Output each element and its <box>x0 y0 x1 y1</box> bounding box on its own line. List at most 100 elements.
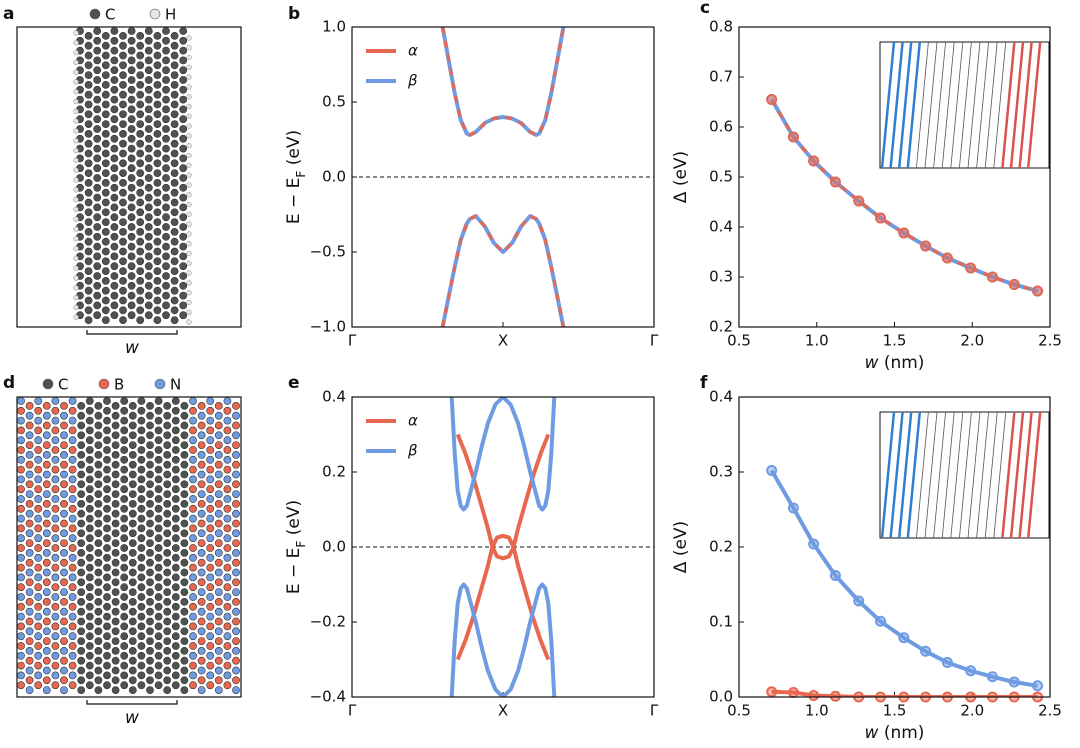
atom <box>171 397 180 405</box>
legend-label: B <box>114 376 124 394</box>
atom <box>232 460 240 469</box>
atom <box>153 120 162 128</box>
inset-strand <box>916 411 929 539</box>
atom <box>119 306 127 315</box>
atom <box>101 90 110 99</box>
atom <box>84 208 93 217</box>
atom <box>101 149 110 158</box>
atom <box>94 421 103 430</box>
atom <box>17 612 25 621</box>
atom <box>136 61 145 70</box>
atom <box>77 490 86 498</box>
atom <box>163 529 172 538</box>
legend-marker <box>154 378 166 390</box>
atom <box>171 642 180 650</box>
atom <box>77 647 86 655</box>
inset-strand <box>916 41 929 169</box>
atom <box>77 441 86 449</box>
atom <box>120 671 129 680</box>
atom <box>180 431 189 440</box>
atom <box>146 539 154 547</box>
atom <box>103 612 111 621</box>
atom <box>110 27 119 35</box>
atom <box>94 656 103 665</box>
atom <box>180 509 189 518</box>
atom <box>163 431 172 440</box>
atom <box>223 553 232 562</box>
atom <box>68 612 77 621</box>
atom <box>179 193 188 202</box>
atom <box>232 598 240 606</box>
atom <box>73 59 79 66</box>
atom <box>111 637 120 645</box>
atom <box>103 632 111 641</box>
x-axis-label: w (nm) <box>865 353 925 373</box>
atom <box>128 490 137 498</box>
atom <box>73 30 79 36</box>
atom <box>197 676 206 685</box>
atom <box>110 95 119 104</box>
atom <box>180 637 189 645</box>
atom <box>144 27 153 35</box>
atom <box>119 257 127 266</box>
panel-letter: b <box>288 4 300 24</box>
atom <box>206 651 215 660</box>
atom <box>85 504 94 513</box>
atom <box>127 27 136 35</box>
atom <box>34 593 43 601</box>
atom <box>119 267 127 275</box>
atom <box>153 139 162 148</box>
atom <box>101 159 110 168</box>
atom <box>60 411 68 420</box>
atom <box>162 144 170 153</box>
point <box>875 212 887 224</box>
atom <box>68 426 77 435</box>
atom <box>154 475 163 484</box>
atom <box>128 421 137 430</box>
atom <box>25 637 34 645</box>
atom <box>153 129 162 138</box>
atom <box>189 504 197 513</box>
atom <box>51 573 60 582</box>
inset-strand <box>967 411 981 539</box>
atom <box>153 61 162 70</box>
atom <box>162 76 170 84</box>
atom <box>85 632 94 641</box>
atom <box>171 514 180 523</box>
atom <box>119 208 127 217</box>
plot-frame <box>738 396 1051 698</box>
label-part: F <box>294 541 308 548</box>
atom <box>127 301 136 310</box>
y-tick-label: 0.0 <box>709 688 733 706</box>
atom <box>68 622 77 631</box>
atom <box>60 499 68 508</box>
atom <box>120 514 129 523</box>
atom <box>206 406 215 415</box>
atom <box>197 441 206 449</box>
atom <box>93 76 102 84</box>
atom <box>186 74 192 80</box>
atom <box>110 105 119 114</box>
legend-label: C <box>105 6 115 24</box>
atom <box>223 563 232 572</box>
atom <box>120 504 129 513</box>
atom <box>163 509 172 518</box>
atom <box>154 602 163 611</box>
atom <box>25 441 34 449</box>
atom <box>120 563 129 572</box>
atom <box>68 446 77 454</box>
atom <box>189 475 197 484</box>
atom <box>162 66 170 75</box>
atom <box>154 593 163 601</box>
atom <box>154 661 163 670</box>
atom <box>197 656 206 665</box>
atom <box>197 509 206 518</box>
atom <box>197 598 206 606</box>
atom <box>94 607 103 616</box>
atom <box>94 598 103 606</box>
atom <box>186 319 192 325</box>
atom <box>110 115 119 124</box>
atom <box>197 490 206 498</box>
atom <box>93 46 102 55</box>
atom <box>120 612 129 621</box>
